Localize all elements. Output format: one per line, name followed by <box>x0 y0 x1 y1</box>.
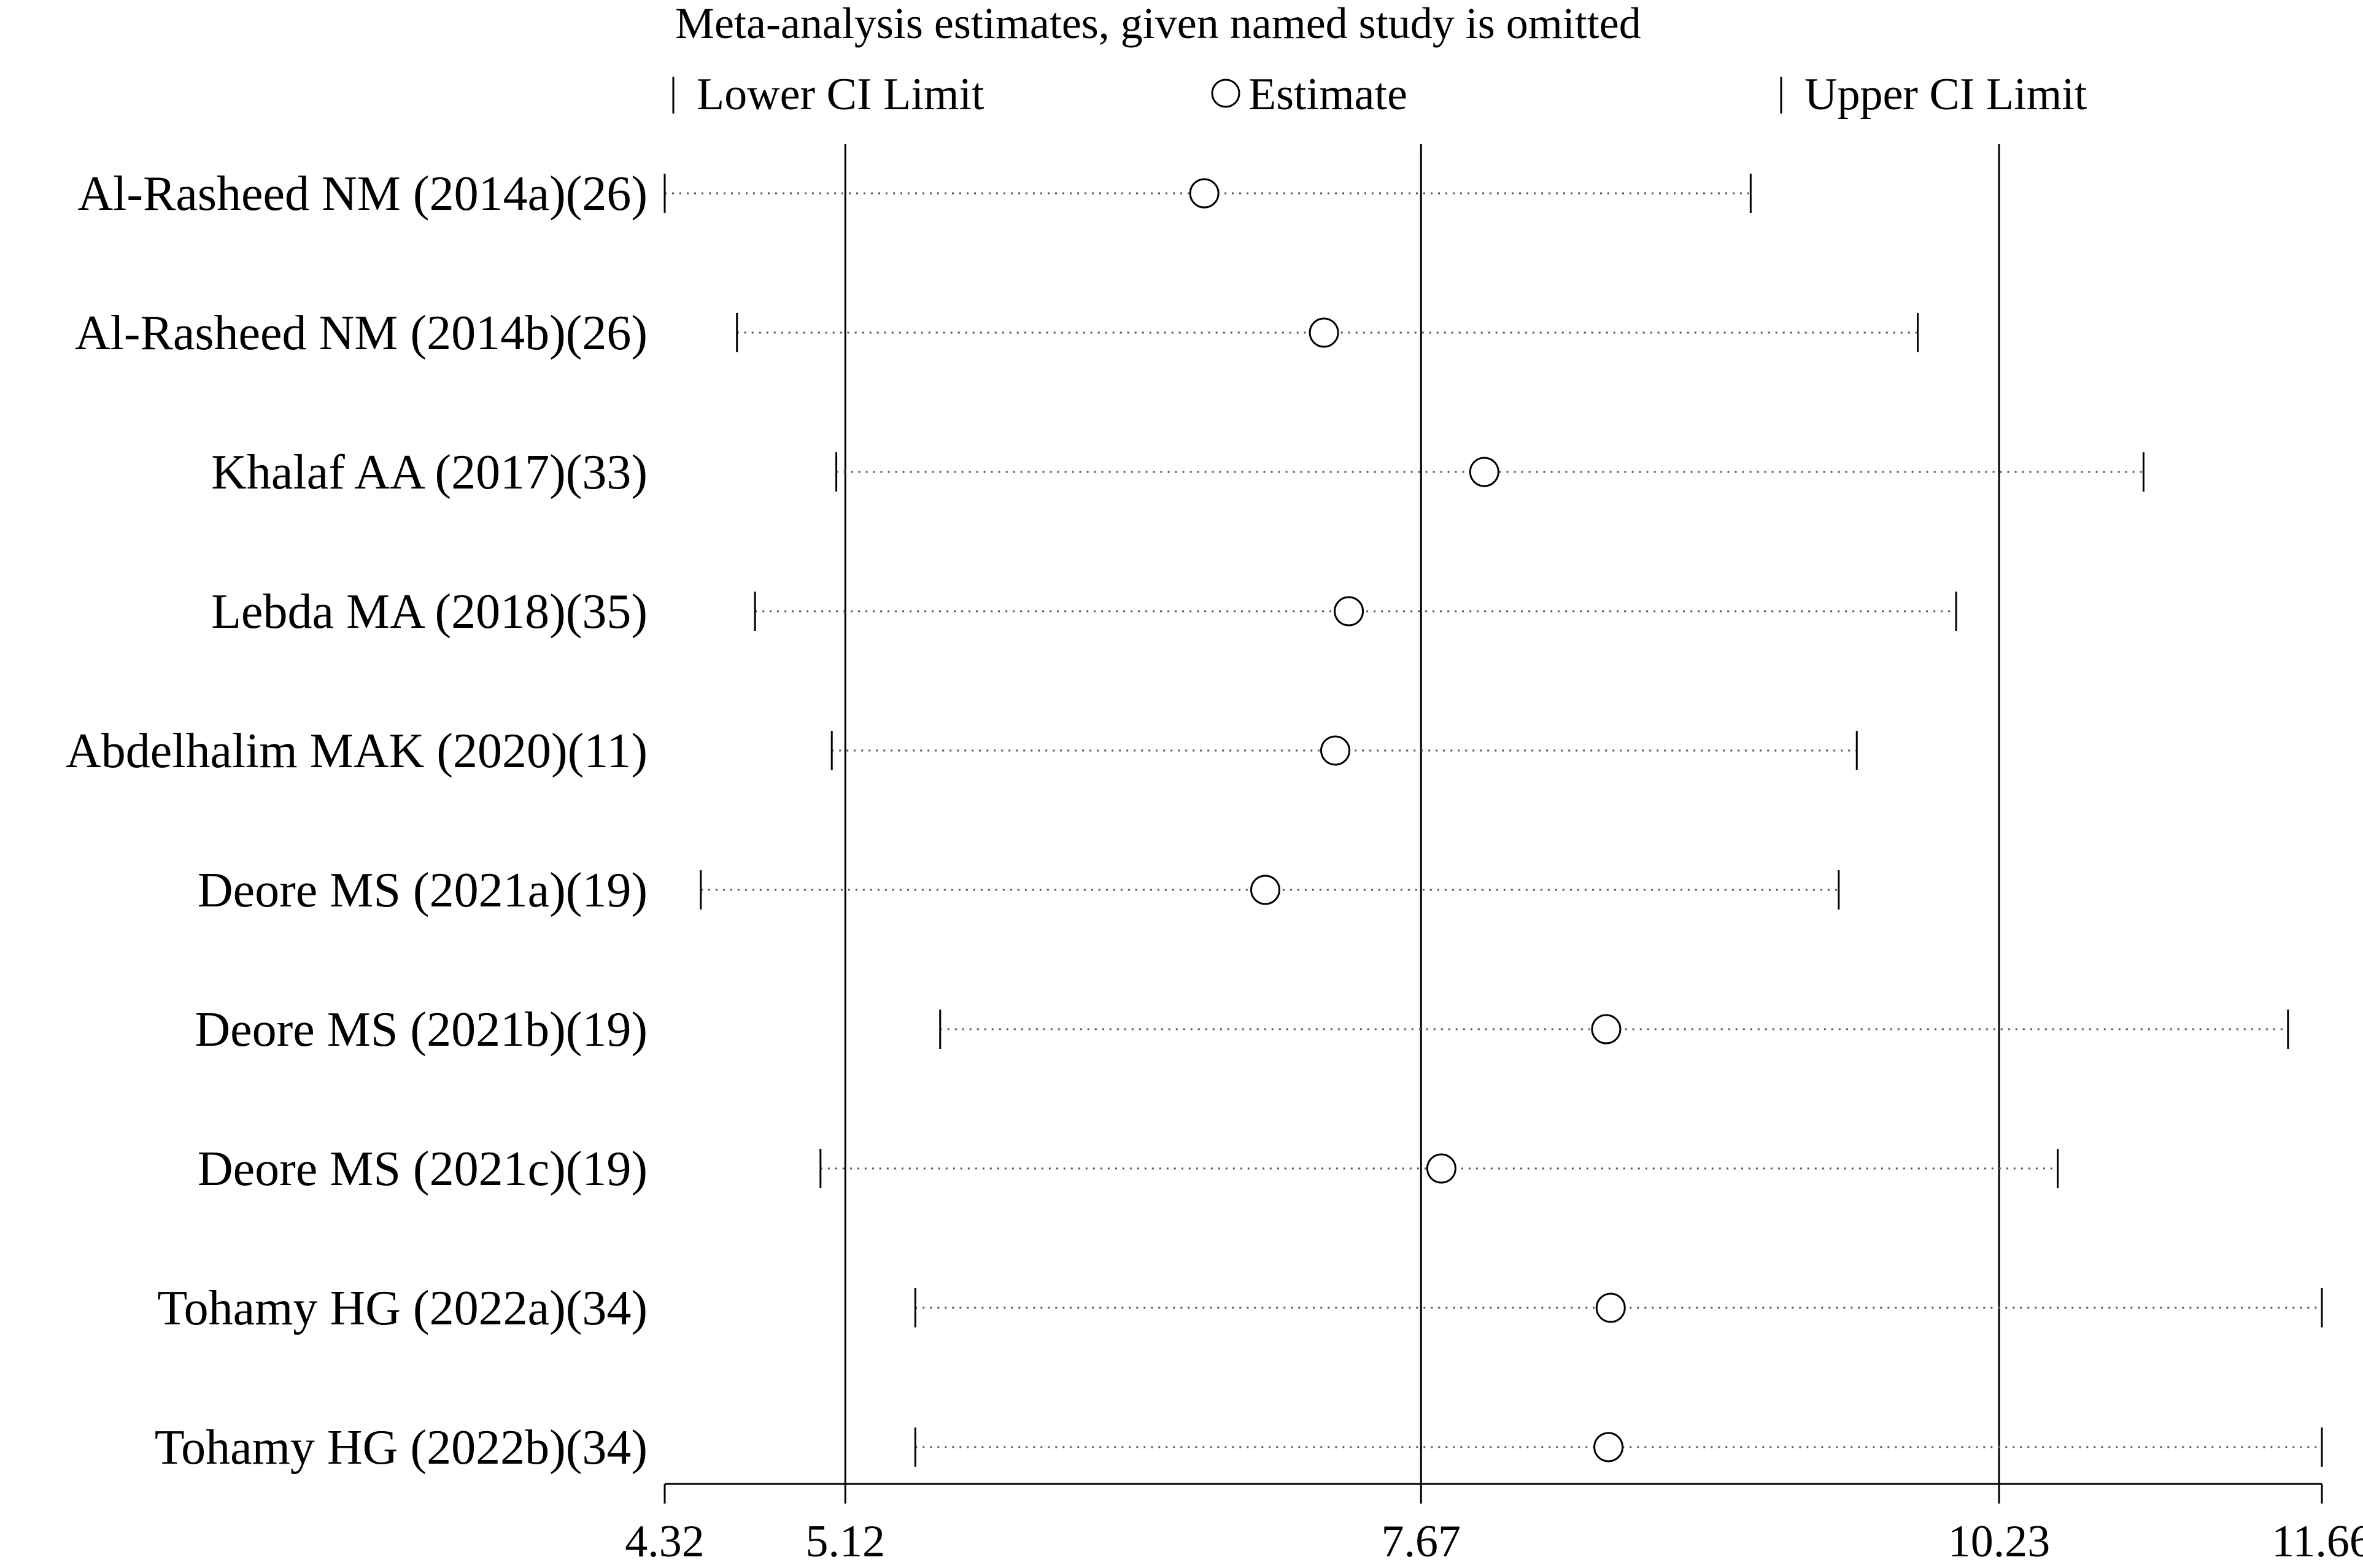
estimate-marker <box>1334 596 1364 627</box>
study-label: Lebda MA (2018)(35) <box>211 585 648 639</box>
legend: Lower CI Limit Estimate Upper CI Limit <box>672 69 2087 120</box>
study-row: Deore MS (2021a)(19) <box>198 863 1840 917</box>
estimate-marker <box>1189 178 1220 209</box>
x-tick-label: 11.66 <box>2272 1516 2363 1567</box>
chart-title: Meta-analysis estimates, given named stu… <box>675 0 1641 48</box>
study-row: Tohamy HG (2022a)(34) <box>157 1281 2323 1335</box>
x-tick-label: 5.12 <box>806 1516 886 1567</box>
x-tick-label: 7.67 <box>1382 1516 1461 1567</box>
x-tick-label: 4.32 <box>625 1516 705 1567</box>
study-row: Al-Rasheed NM (2014b)(26) <box>75 306 1919 360</box>
study-row: Abdelhalim MAK (2020)(11) <box>66 724 1858 778</box>
legend-estimate-marker <box>1211 79 1240 108</box>
estimate-marker <box>1320 735 1351 766</box>
legend-estimate-label: Estimate <box>1248 69 1407 120</box>
study-label: Abdelhalim MAK (2020)(11) <box>66 724 648 778</box>
study-label: Al-Rasheed NM (2014a)(26) <box>77 167 648 221</box>
study-row: Al-Rasheed NM (2014a)(26) <box>77 167 1752 221</box>
estimate-marker <box>1250 875 1280 905</box>
study-label: Khalaf AA (2017)(33) <box>211 446 648 500</box>
study-label: Deore MS (2021a)(19) <box>198 863 648 917</box>
study-row: Tohamy HG (2022b)(34) <box>155 1421 2323 1475</box>
estimate-marker <box>1591 1014 1622 1045</box>
estimate-marker <box>1426 1153 1456 1184</box>
reference-lines <box>844 144 2000 1484</box>
x-axis: 4.32 5.12 7.67 10.23 11.66 <box>625 1483 2363 1567</box>
study-label: Tohamy HG (2022a)(34) <box>157 1281 648 1335</box>
estimate-marker <box>1469 457 1499 487</box>
x-tick-label: 10.23 <box>1948 1516 2051 1567</box>
study-row: Khalaf AA (2017)(33) <box>211 446 2144 500</box>
study-label: Deore MS (2021c)(19) <box>198 1142 648 1196</box>
legend-lower-label: Lower CI Limit <box>697 69 984 120</box>
estimate-marker <box>1595 1292 1626 1323</box>
study-row: Deore MS (2021c)(19) <box>198 1142 2059 1196</box>
study-rows: Al-Rasheed NM (2014a)(26) Al-Rasheed NM (… <box>66 167 2323 1475</box>
study-row: Lebda MA (2018)(35) <box>211 585 1957 639</box>
study-label: Al-Rasheed NM (2014b)(26) <box>75 306 648 360</box>
study-label: Tohamy HG (2022b)(34) <box>155 1421 648 1475</box>
study-row: Deore MS (2021b)(19) <box>195 1003 2289 1057</box>
study-label: Deore MS (2021b)(19) <box>195 1003 648 1057</box>
legend-upper-label: Upper CI Limit <box>1804 69 2087 120</box>
estimate-marker <box>1593 1432 1624 1462</box>
estimate-marker <box>1309 317 1339 348</box>
